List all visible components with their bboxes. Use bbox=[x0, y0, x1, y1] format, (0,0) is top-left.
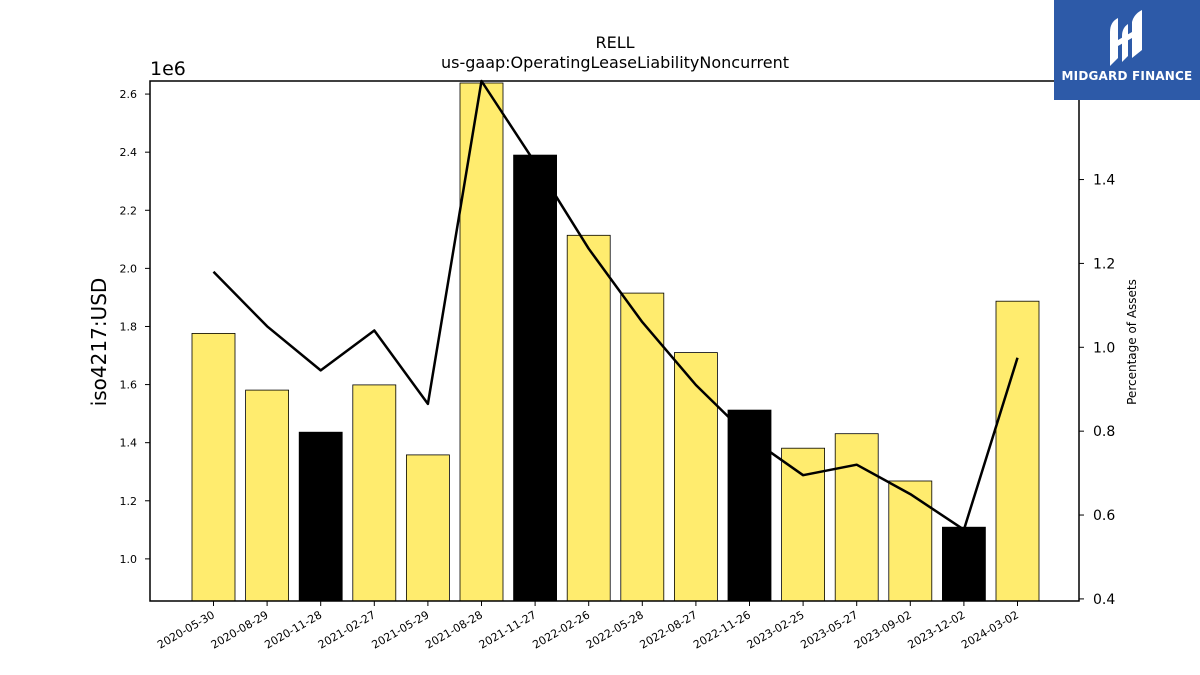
bar-2023-05-27 bbox=[834, 433, 879, 602]
logo: MIDGARD FINANCE bbox=[1054, 0, 1200, 100]
chart-title: RELL bbox=[595, 33, 634, 52]
y2-tick-label: 1.4 bbox=[1093, 173, 1115, 189]
y-tick-label: 1.0 bbox=[120, 553, 138, 566]
y-tick-label: 1.2 bbox=[120, 495, 138, 508]
bar-2020-08-29 bbox=[245, 389, 290, 602]
x-tick-label: 2021-08-28 bbox=[423, 608, 485, 651]
bar-2023-12-02 bbox=[942, 526, 986, 602]
y-ticks: 1.0 1.2 1.4 1.6 1.8 2.0 2.2 2.4 2.6 bbox=[120, 88, 150, 566]
logo-text: MIDGARD FINANCE bbox=[1061, 69, 1193, 83]
y-tick-label: 2.0 bbox=[120, 262, 138, 275]
y-tick-label: 2.4 bbox=[120, 146, 138, 159]
x-tick-label: 2022-05-28 bbox=[584, 608, 646, 651]
bar-2022-08-27 bbox=[674, 352, 718, 602]
x-tick-label: 2022-11-26 bbox=[691, 608, 753, 651]
bar-2021-11-27 bbox=[513, 154, 557, 602]
x-tick-label: 2023-09-02 bbox=[852, 608, 914, 651]
bar-2020-11-28 bbox=[298, 431, 343, 602]
y2-axis-label: Percentage of Assets bbox=[1125, 279, 1139, 405]
x-tick-label: 2021-11-27 bbox=[477, 608, 539, 651]
bar-2022-11-26 bbox=[727, 409, 772, 602]
line-layer bbox=[212, 79, 1019, 531]
x-tick-label: 2024-03-02 bbox=[959, 608, 1021, 651]
y-axis-label: iso4217:USD bbox=[87, 278, 111, 407]
x-tick-label: 2020-11-28 bbox=[262, 608, 324, 651]
y2-ticks: 0.4 0.6 0.8 1.0 1.2 1.4 bbox=[1079, 173, 1115, 608]
plot-frame bbox=[149, 80, 1080, 602]
y2-tick-label: 0.6 bbox=[1093, 508, 1115, 524]
bar-2022-05-28 bbox=[620, 292, 665, 602]
x-tick-label: 2022-08-27 bbox=[638, 608, 700, 651]
y-tick-label: 1.4 bbox=[120, 437, 138, 450]
y-tick-label: 1.8 bbox=[120, 320, 138, 333]
bar-2024-03-02 bbox=[995, 300, 1040, 602]
chart-subtitle: us-gaap:OperatingLeaseLiabilityNoncurren… bbox=[441, 53, 789, 72]
y-tick-label: 1.6 bbox=[120, 379, 138, 392]
bar-2023-02-25 bbox=[781, 447, 825, 602]
x-tick-label: 2023-05-27 bbox=[798, 608, 860, 651]
y2-tick-label: 1.0 bbox=[1093, 340, 1115, 356]
bar-2021-08-28 bbox=[459, 82, 504, 602]
bars bbox=[191, 82, 1040, 602]
x-ticks: 2020-05-302020-08-292020-11-282021-02-27… bbox=[155, 601, 1021, 652]
bar-2023-09-02 bbox=[888, 480, 933, 602]
midgard-logo-icon bbox=[1110, 10, 1142, 66]
bar-2021-05-29 bbox=[405, 454, 450, 602]
y2-tick-label: 0.4 bbox=[1093, 592, 1115, 608]
x-tick-label: 2023-02-25 bbox=[745, 608, 807, 651]
x-tick-label: 2022-02-26 bbox=[530, 608, 592, 651]
y-tick-label: 2.6 bbox=[120, 88, 138, 101]
y-tick-label: 2.2 bbox=[120, 204, 138, 217]
bar-2022-02-26 bbox=[566, 234, 611, 602]
x-tick-label: 2021-05-29 bbox=[370, 608, 432, 651]
y2-tick-label: 0.8 bbox=[1093, 424, 1115, 440]
y-offset-text: 1e6 bbox=[150, 58, 186, 80]
bar-2020-05-30 bbox=[191, 332, 236, 602]
y2-tick-label: 1.2 bbox=[1093, 256, 1115, 272]
percentage-line bbox=[212, 79, 1019, 531]
bar-2021-02-27 bbox=[352, 384, 397, 602]
x-tick-label: 2020-08-29 bbox=[209, 608, 271, 651]
x-tick-label: 2020-05-30 bbox=[155, 608, 217, 651]
x-tick-label: 2021-02-27 bbox=[316, 608, 378, 651]
x-tick-label: 2023-12-02 bbox=[906, 608, 968, 651]
